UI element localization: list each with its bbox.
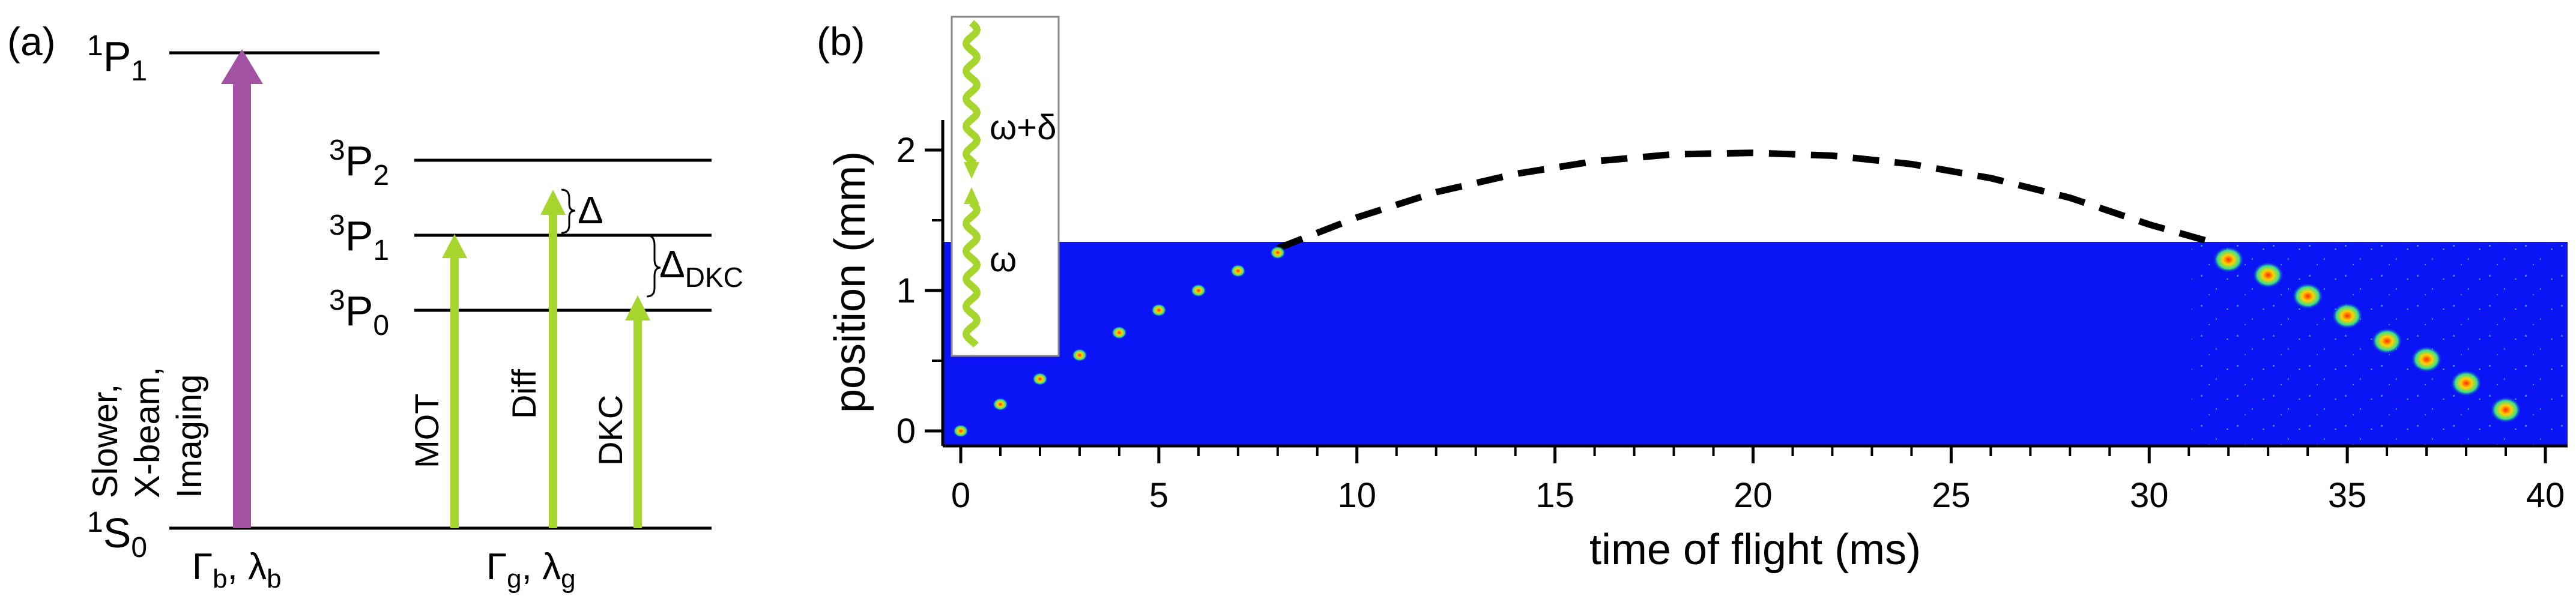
x-tick-label: 25	[1932, 476, 1971, 515]
legend-omega-delta: ω+δ	[990, 108, 1056, 147]
y-tick-label: 0	[896, 412, 916, 451]
legend-omega: ω	[990, 240, 1017, 279]
delta-label: Δ	[578, 188, 603, 232]
delta-brace	[561, 188, 576, 234]
atom-cloud-point	[1190, 284, 1206, 297]
mot-arrow	[442, 234, 467, 528]
y-ticks: 0 1 2	[896, 131, 943, 451]
dkc-label: DKC	[591, 395, 629, 466]
panel-a-label: (a)	[7, 19, 56, 64]
atom-cloud-point	[992, 397, 1008, 411]
x-tick-label: 0	[951, 476, 970, 515]
atom-cloud-point	[2213, 246, 2245, 273]
x-axis-label: time of flight (ms)	[1589, 526, 1921, 574]
wavy-arrow-top-head	[964, 162, 979, 179]
delta-dkc-brace	[646, 234, 661, 298]
gamma-b-label: Γb, λb	[192, 546, 282, 594]
atom-cloud-point	[2411, 346, 2443, 373]
x-tick-label: 10	[1337, 476, 1376, 515]
wavy-arrow-top	[962, 20, 981, 166]
diff-arrow	[540, 190, 566, 528]
level-3p0-label: 3P0	[329, 284, 389, 342]
diff-label: Diff	[505, 369, 543, 419]
x-tick-label: 40	[2526, 476, 2565, 515]
mot-label: MOT	[408, 394, 446, 468]
level-3p2-label: 3P2	[329, 134, 389, 191]
y-axis-label: position (mm)	[826, 151, 874, 413]
dkc-arrow	[625, 295, 650, 528]
wavy-arrow-bottom-head	[964, 187, 979, 204]
atom-cloud-point	[953, 424, 969, 438]
atom-clouds	[953, 245, 2522, 438]
x-tick-label: 30	[2130, 476, 2169, 515]
panel-b-label: (b)	[817, 19, 865, 64]
atom-cloud-point	[2371, 328, 2403, 355]
x-ticks: 0 5 10 15 20 25 30 35 40	[951, 446, 2565, 515]
y-tick-label: 1	[896, 271, 916, 310]
level-3p1-label: 3P1	[329, 209, 389, 266]
gamma-g-label: Γg, λg	[486, 546, 576, 594]
atom-cloud-point	[2332, 303, 2363, 330]
purple-transition-arrow	[221, 49, 263, 528]
atom-cloud-point	[2252, 262, 2284, 289]
legend: ω+δ ω	[951, 16, 1060, 357]
x-tick-label: 35	[2328, 476, 2367, 515]
level-1p1-label: 1P1	[87, 30, 147, 87]
atom-cloud-point	[1111, 326, 1127, 340]
atom-cloud-point	[1230, 264, 1246, 278]
x-tick-label: 15	[1535, 476, 1574, 515]
y-tick-label: 2	[896, 131, 916, 170]
purple-arrow-text: Slower, X-beam, Imaging	[86, 357, 209, 498]
atom-cloud-point	[1032, 372, 1048, 386]
atom-cloud-point	[2451, 370, 2482, 397]
atom-cloud-point	[1150, 303, 1167, 317]
x-tick-label: 20	[1734, 476, 1773, 515]
wavy-arrow-bottom	[962, 200, 981, 348]
x-tick-label: 5	[1149, 476, 1169, 515]
atom-cloud-point	[1071, 348, 1087, 362]
atom-cloud-point	[1269, 245, 1286, 259]
dashed-trajectory	[1276, 149, 2210, 251]
atom-cloud-point	[2292, 283, 2324, 310]
delta-dkc-label: ΔDKC	[659, 242, 743, 293]
atom-cloud-point	[2490, 396, 2522, 423]
level-1s0-label: 1S0	[87, 507, 147, 564]
